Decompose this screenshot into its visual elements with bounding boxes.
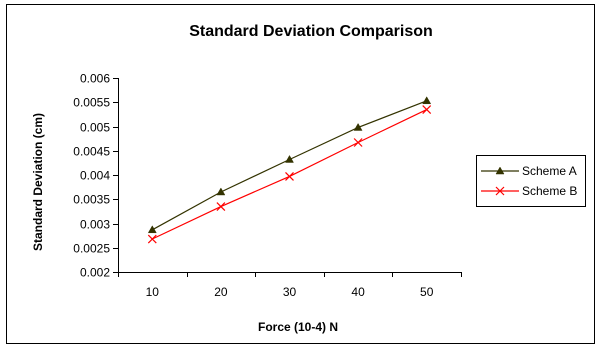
legend-item: Scheme B [481,184,577,198]
data-point [285,154,294,163]
legend-label: Scheme A [522,164,577,178]
data-point [147,234,157,244]
chart-title: Standard Deviation Comparison [189,23,433,40]
data-point [216,187,226,196]
y-tick-label: 0.003 [80,218,110,232]
data-point [147,225,157,234]
y-tick-label: 0.005 [80,121,110,135]
y-tick-label: 0.0035 [73,193,110,207]
y-axis-title: Standard Deviation (cm) [31,113,45,251]
legend-label: Scheme B [522,184,577,198]
plot-area [118,78,461,273]
y-tick-label: 0.0045 [73,145,110,159]
legend-marker [495,186,505,196]
data-point [422,96,432,105]
y-tick-label: 0.0025 [73,242,110,256]
y-tick-label: 0.006 [80,72,110,86]
legend-box [476,155,586,207]
legend-marker [495,166,505,175]
data-point [353,138,363,147]
x-axis-title: Force (10-4) N [258,320,338,334]
x-tick-label: 30 [283,285,297,299]
y-tick-label: 0.004 [80,169,110,183]
series-layer [147,96,432,244]
x-axis: 10 20 30 40 50 [118,272,462,299]
y-tick-label: 0.0055 [73,96,110,110]
x-tick-label: 50 [420,285,434,299]
legend: Scheme A Scheme B [476,155,586,207]
data-point [216,202,226,211]
series-b [147,105,432,244]
x-tick-label: 20 [214,285,228,299]
x-tick-label: 40 [351,285,365,299]
y-tick-label: 0.002 [80,266,110,280]
data-point [422,105,432,114]
data-point [285,172,294,181]
x-tick-label: 10 [146,285,160,299]
data-point [353,122,363,131]
series-a [147,96,432,234]
legend-item: Scheme A [481,164,577,178]
y-axis: 0.002 0.0025 0.003 0.0035 0.004 0.0045 0.005 0.… [73,72,118,280]
